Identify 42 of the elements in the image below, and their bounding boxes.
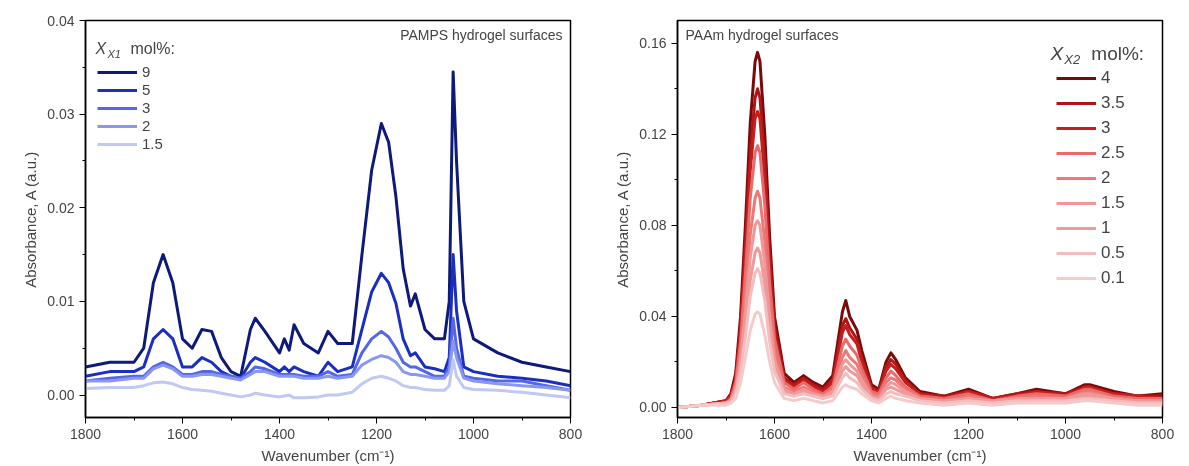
x-tick-label: 1200 bbox=[952, 425, 985, 442]
x-tick-label: 1200 bbox=[360, 425, 393, 442]
legend-label: 5 bbox=[142, 81, 152, 98]
legend-label: 9 bbox=[142, 63, 152, 80]
legend-label: 0.5 bbox=[1101, 243, 1125, 263]
y-tick-label: 0.16 bbox=[639, 35, 667, 52]
x-tick-label: 1800 bbox=[661, 425, 694, 442]
x-tick-label: 800 bbox=[1150, 425, 1175, 442]
x-tick-label: 800 bbox=[558, 425, 583, 442]
legend-label: 3 bbox=[1101, 118, 1112, 138]
legend-label: 4 bbox=[1101, 68, 1112, 88]
chart-title: PAAm hydrogel surfaces bbox=[685, 26, 839, 43]
y-tick-label: 0.04 bbox=[639, 308, 667, 325]
legend-label: 1 bbox=[1101, 218, 1112, 238]
x-axis-title: Wavenumber (cm⁻¹) bbox=[261, 446, 395, 464]
legend-label: 3.5 bbox=[1101, 93, 1125, 113]
legend-label: 3 bbox=[142, 99, 152, 116]
legend-label: 1.5 bbox=[142, 135, 163, 152]
y-tick-label: 0.04 bbox=[47, 12, 75, 29]
x-tick-label: 1600 bbox=[166, 425, 199, 442]
x-axis-title: Wavenumber (cm⁻¹) bbox=[853, 446, 987, 464]
legend-label: 2.5 bbox=[1101, 143, 1125, 163]
y-tick-label: 0.03 bbox=[47, 106, 75, 123]
y-tick-label: 0.00 bbox=[47, 387, 75, 404]
x-tick-label: 1400 bbox=[263, 425, 296, 442]
legend-label: 1.5 bbox=[1101, 193, 1125, 213]
y-axis-title: Absorbance, A (a.u.) bbox=[614, 151, 632, 288]
y-tick-label: 0.01 bbox=[47, 293, 75, 310]
x-tick-label: 1000 bbox=[1049, 425, 1082, 442]
legend-label: 2 bbox=[142, 117, 152, 134]
x-tick-label: 1800 bbox=[69, 425, 102, 442]
legend-label: 0.1 bbox=[1101, 268, 1125, 288]
chart-title: PAMPS hydrogel surfaces bbox=[400, 26, 563, 43]
y-tick-label: 0.02 bbox=[47, 199, 75, 216]
y-tick-label: 0.12 bbox=[639, 126, 667, 143]
x-tick-label: 1600 bbox=[758, 425, 791, 442]
y-axis-title: Absorbance, A (a.u.) bbox=[22, 151, 40, 288]
x-tick-label: 1000 bbox=[457, 425, 490, 442]
x-tick-label: 1400 bbox=[855, 425, 888, 442]
y-tick-label: 0.08 bbox=[639, 217, 667, 234]
legend-label: 2 bbox=[1101, 168, 1112, 188]
y-tick-label: 0.00 bbox=[639, 399, 667, 416]
